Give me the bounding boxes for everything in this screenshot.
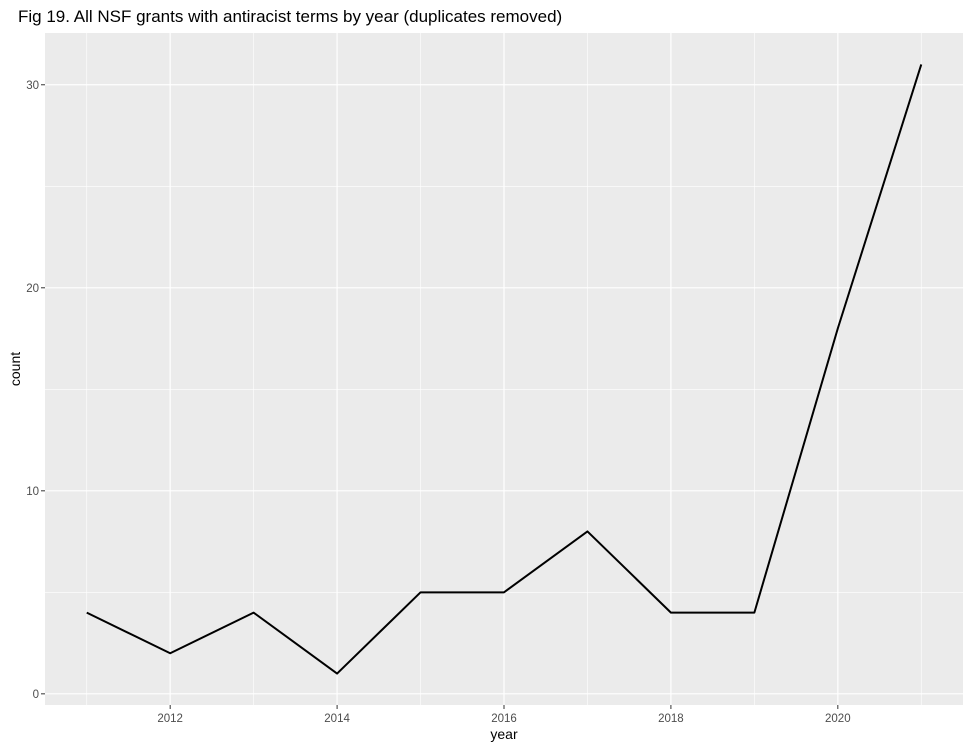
chart-title: Fig 19. All NSF grants with antiracist t… [18, 7, 562, 26]
series-line [86, 64, 923, 675]
y-tick-label: 30 [26, 80, 39, 92]
x-tick-label: 2014 [324, 713, 350, 725]
x-axis: 2012 2014 2016 2018 2020 [157, 705, 851, 725]
y-tick-label: 10 [26, 486, 39, 498]
y-tick-label: 0 [33, 689, 39, 701]
y-tick-label: 20 [26, 283, 39, 295]
x-tick-label: 2016 [491, 713, 517, 725]
y-axis-title: count [7, 352, 23, 386]
x-tick-label: 2018 [658, 713, 684, 725]
x-tick-label: 2020 [825, 713, 851, 725]
series-layer [86, 64, 923, 675]
major-y-gridlines [45, 84, 963, 695]
y-axis: 0 10 20 30 [26, 80, 45, 701]
minor-x-gridlines [86, 33, 922, 705]
x-axis-title: year [490, 726, 518, 742]
x-tick-label: 2012 [157, 713, 183, 725]
